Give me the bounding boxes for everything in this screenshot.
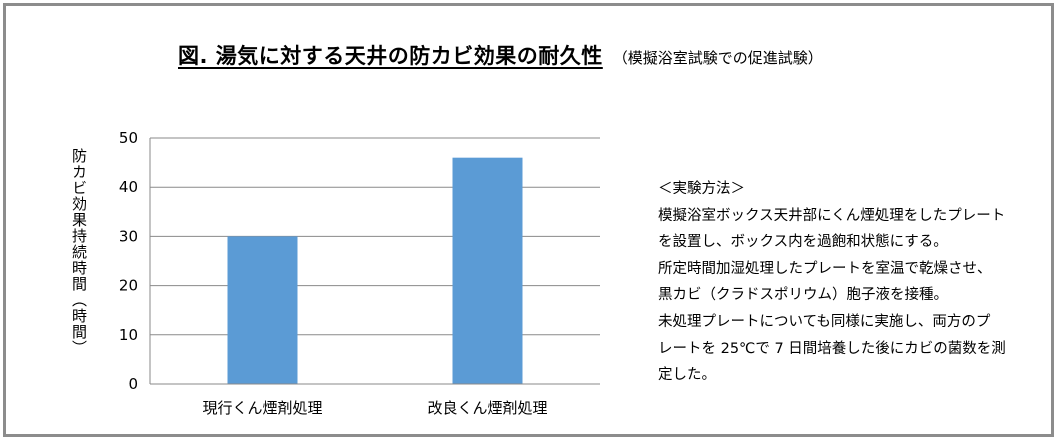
bar xyxy=(452,157,523,384)
method-line: を設置し、ボックス内を過飽和状態にする。 xyxy=(658,234,948,251)
bar xyxy=(227,236,298,384)
chart-title: 図. 湯気に対する天井の防カビ効果の耐久性 xyxy=(178,44,603,68)
y-tick-label: 0 xyxy=(128,375,138,393)
figure-frame xyxy=(3,3,1054,437)
title-block: 図. 湯気に対する天井の防カビ効果の耐久性 （模擬浴室試験での促進試験） xyxy=(178,40,823,70)
method-line: 未処理プレートについても同様に実施し、両方のプ xyxy=(658,313,991,330)
y-tick-label: 20 xyxy=(119,277,138,295)
method-line: レートを 25℃で 7 日間培養した後にカビの菌数を測 xyxy=(658,340,1006,357)
x-tick-label: 現行くん煙剤処理 xyxy=(202,399,322,417)
method-line: 定した。 xyxy=(658,367,716,384)
method-line: 黒カビ（クラドスポリウム）胞子液を接種。 xyxy=(658,287,948,304)
x-tick-label: 改良くん煙剤処理 xyxy=(427,399,547,417)
y-tick-label: 30 xyxy=(119,227,138,245)
method-line: 模擬浴室ボックス天井部にくん煙処理をしたプレート xyxy=(658,207,1006,224)
method-line: 所定時間加湿処理したプレートを室温で乾燥させ、 xyxy=(658,260,992,277)
y-tick-label: 40 xyxy=(119,178,138,196)
y-axis-label: 防カビ効果持続時間（時間） xyxy=(70,148,88,356)
y-tick-label: 10 xyxy=(119,326,138,344)
method-box: ＜実験方法＞ 模擬浴室ボックス天井部にくん煙処理をしたプレート を設置し、ボック… xyxy=(658,176,1006,389)
method-heading: ＜実験方法＞ xyxy=(658,181,745,197)
y-tick-label: 50 xyxy=(119,129,138,147)
chart-subtitle: （模擬浴室試験での促進試験） xyxy=(612,49,823,67)
